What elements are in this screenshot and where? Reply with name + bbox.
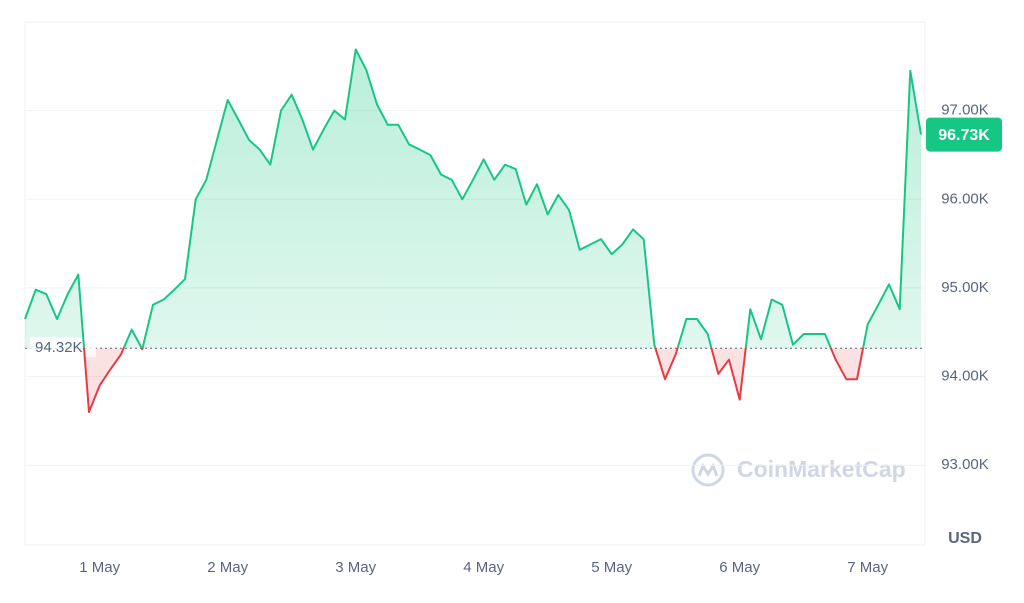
baseline-label-bg (30, 337, 96, 358)
x-tick-label: 5 May (591, 559, 632, 576)
area-down (84, 348, 864, 412)
y-unit: USD (948, 530, 982, 547)
price-tag (926, 117, 1002, 152)
x-tick-label: 3 May (335, 559, 376, 576)
y-tick-label: 93.00K (941, 456, 989, 473)
area-up (25, 49, 921, 349)
y-tick-label: 95.00K (941, 279, 989, 296)
x-tick-label: 4 May (463, 559, 504, 576)
x-tick-label: 2 May (207, 559, 248, 576)
y-tick-label: 97.00K (941, 102, 989, 119)
baseline-label: 94.32K (35, 339, 83, 356)
plot-frame (24, 21, 926, 546)
watermark-text: CoinMarketCap (737, 456, 906, 482)
price-line (24, 48, 922, 413)
y-tick-label: 96.00K (941, 190, 989, 207)
watermark: CoinMarketCap (691, 453, 906, 487)
x-tick-label: 7 May (847, 559, 888, 576)
price-tag-label: 96.73K (938, 127, 990, 144)
x-tick-label: 6 May (719, 559, 760, 576)
y-tick-label: 94.00K (941, 368, 989, 385)
x-tick-label: 1 May (79, 559, 120, 576)
